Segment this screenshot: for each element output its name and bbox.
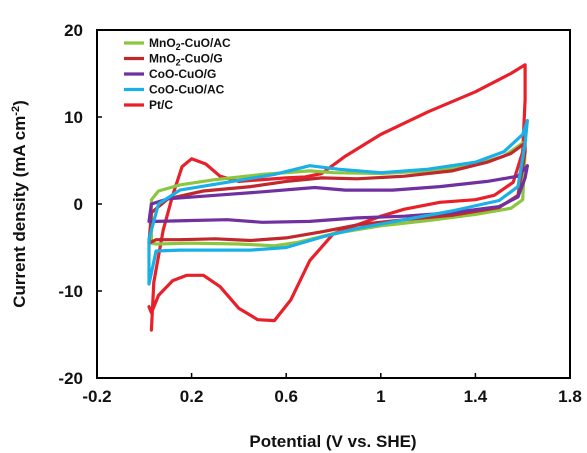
legend-label-main: Pt/C: [149, 98, 173, 112]
y-tick-label: -10: [58, 282, 83, 301]
y-tick-label: 10: [64, 108, 83, 127]
series-layer: [147, 63, 529, 332]
x-tick-label: 1.4: [464, 387, 488, 406]
legend: MnO2-CuO/ACMnO2-CuO/GCoO-CuO/GCoO-CuO/AC…: [124, 36, 231, 112]
legend-item-1: MnO2-CuO/G: [124, 52, 223, 68]
x-tick-label: 0.6: [274, 387, 298, 406]
series-1: [147, 141, 527, 245]
x-tick-label: -0.2: [82, 387, 111, 406]
legend-label: MnO2-CuO/AC: [149, 36, 231, 52]
legend-label-main: CoO-CuO/G: [149, 67, 216, 81]
legend-label-sub: 2: [176, 42, 181, 52]
legend-label-rest: -CuO/AC: [181, 36, 231, 50]
y-axis-title-sup: -2: [10, 106, 22, 116]
legend-label: MnO2-CuO/G: [149, 52, 223, 68]
legend-label: CoO-CuO/G: [149, 67, 216, 81]
series-line-1: [147, 141, 527, 245]
y-axis-title-main: Current density (mA cm: [10, 116, 29, 308]
series-line-2: [147, 164, 529, 224]
x-axis-title: Potential (V vs. SHE): [249, 432, 416, 451]
y-axis-title-close: ): [10, 100, 29, 106]
y-tick-label: -20: [58, 369, 83, 388]
legend-item-4: Pt/C: [124, 98, 173, 112]
legend-item-0: MnO2-CuO/AC: [124, 36, 231, 52]
legend-label-rest: -CuO/G: [181, 52, 223, 66]
legend-label-main: MnO: [149, 52, 176, 66]
x-tick-label: 1.8: [558, 387, 582, 406]
legend-label-main: CoO-CuO/AC: [149, 83, 225, 97]
y-axis-title: Current density (mA cm-2): [10, 100, 29, 308]
legend-item-3: CoO-CuO/AC: [124, 83, 225, 97]
x-tick-label: 0.2: [180, 387, 204, 406]
legend-label: Pt/C: [149, 98, 173, 112]
legend-label-main: MnO: [149, 36, 176, 50]
legend-label: CoO-CuO/AC: [149, 83, 225, 97]
y-tick-label: 0: [74, 195, 83, 214]
legend-item-2: CoO-CuO/G: [124, 67, 216, 81]
x-tick-label: 1: [376, 387, 385, 406]
series-3: [147, 118, 529, 286]
series-line-3: [147, 118, 529, 286]
y-tick-label: 20: [64, 21, 83, 40]
ticks-layer: -0.2 0.2 0.6 1 1.4 1.8 -20 -10 0 10 20: [58, 21, 581, 406]
legend-label-sub: 2: [176, 58, 181, 68]
series-2: [147, 164, 529, 224]
